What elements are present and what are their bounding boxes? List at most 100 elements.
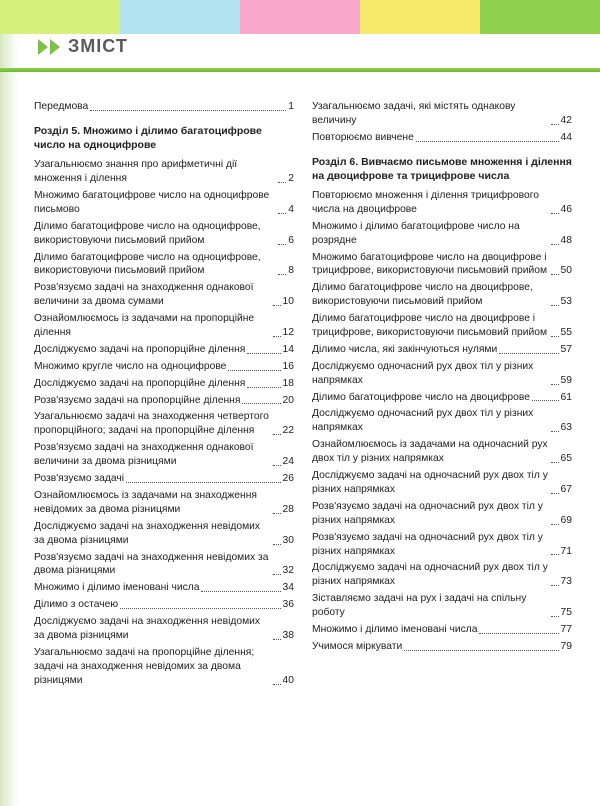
toc-leader-dots [532, 400, 559, 401]
toc-entry: Розв'язуємо задачі 26 [34, 472, 294, 486]
toc-entry: Множимо багатоцифрове число на одноцифро… [34, 189, 294, 217]
toc-leader-dots [278, 274, 286, 275]
toc-leader-dots [551, 554, 559, 555]
toc-leader-dots [201, 591, 280, 592]
toc-entry-label: Ознайомлюємось із задачами на знаходженн… [34, 489, 271, 517]
top-color-stripe [0, 0, 600, 34]
toc-entry: Ділимо з остачею36 [34, 598, 294, 612]
toc-leader-dots [551, 274, 559, 275]
toc-leader-dots [551, 336, 559, 337]
toc-leader-dots [228, 370, 280, 371]
toc-entry: Ознайомлюємось із задачами на одночасний… [312, 438, 572, 466]
toc-entry-label: Розв'язуємо задачі на одночасний рух дво… [312, 531, 549, 559]
toc-entry-label: Ділимо багатоцифрове число на двоцифрове… [312, 281, 549, 309]
toc-entry: Досліджуємо задачі на пропорційне діленн… [34, 377, 294, 391]
toc-leader-dots [278, 182, 286, 183]
toc-leader-dots [273, 434, 281, 435]
toc-entry: Ділимо багатоцифрове число на двоцифрове… [312, 281, 572, 309]
toc-right-column: Узагальнюємо задачі, які містять однаков… [312, 100, 572, 786]
toc-entry-page: 12 [283, 326, 294, 340]
toc-entry-label: Досліджуємо задачі на знаходження невідо… [34, 520, 271, 548]
toc-leader-dots [242, 403, 280, 404]
toc-entry-page: 57 [561, 343, 572, 357]
toc-entry-page: 65 [561, 452, 572, 466]
toc-entry-page: 18 [283, 377, 294, 391]
toc-entry: Ділимо багатоцифрове число на двоцифрове… [312, 391, 572, 405]
toc-entry: Ділимо багатоцифрове число на одноцифров… [34, 220, 294, 248]
toc-entry-label: Ділимо з остачею [34, 598, 118, 612]
toc-leader-dots [551, 462, 559, 463]
toc-entry: Множимо кругле число на одноцифрове 16 [34, 360, 294, 374]
toc-leader-dots [273, 544, 281, 545]
toc-entry: Повторюємо вивчене44 [312, 131, 572, 145]
toc-leader-dots [120, 608, 280, 609]
toc-entry-page: 32 [283, 564, 294, 578]
green-divider-bar [0, 68, 600, 72]
toc-entry: Передмова1 [34, 100, 294, 114]
toc-leader-dots [551, 524, 559, 525]
toc-entry-label: Множимо і ділимо іменовані числа [312, 623, 477, 637]
toc-entry-page: 79 [561, 640, 572, 654]
toc-entry-page: 4 [288, 203, 294, 217]
toc-entry-label: Множимо кругле число на одноцифрове [34, 360, 226, 374]
toc-entry-label: Розв'язуємо задачі на знаходження однако… [34, 281, 271, 309]
toc-entry-page: 53 [561, 295, 572, 309]
toc-entry-page: 67 [561, 483, 572, 497]
toc-entry-page: 55 [561, 326, 572, 340]
toc-leader-dots [126, 482, 280, 483]
toc-entry-label: Множимо багатоцифрове число на одноцифро… [34, 189, 276, 217]
toc-entry-label: Ознайомлюємось із задачами на одночасний… [312, 438, 549, 466]
toc-entry: Узагальнюємо задачі на знаходження четве… [34, 410, 294, 438]
toc-entry: Досліджуємо задачі на знаходження невідо… [34, 615, 294, 643]
toc-entry: Ділимо багатоцифрове число на двоцифрове… [312, 312, 572, 340]
toc-entry-page: 75 [561, 606, 572, 620]
toc-entry-page: 61 [561, 391, 572, 405]
stripe-2 [120, 0, 240, 34]
toc-leader-dots [551, 585, 559, 586]
toc-entry-label: Ділимо багатоцифрове число на одноцифров… [34, 251, 276, 279]
toc-entry-label: Ділимо числа, які закінчуються нулями [312, 343, 497, 357]
toc-entry: Зіставляємо задачі на рух і задачі на сп… [312, 592, 572, 620]
toc-entry-label: Узагальнюємо задачі, які містять однаков… [312, 100, 549, 128]
toc-entry-label: Розв'язуємо задачі [34, 472, 124, 486]
toc-entry: Ділимо числа, які закінчуються нулями 57 [312, 343, 572, 357]
toc-leader-dots [247, 353, 280, 354]
toc-entry: Учимося міркувати79 [312, 640, 572, 654]
toc-entry: Розв'язуємо задачі на одночасний рух дво… [312, 500, 572, 528]
toc-entry-page: 26 [283, 472, 294, 486]
toc-entry: Повторюємо множення і ділення трицифрово… [312, 189, 572, 217]
toc-leader-dots [273, 336, 281, 337]
toc-entry-page: 28 [283, 503, 294, 517]
toc-leader-dots [278, 213, 286, 214]
toc-entry-label: Повторюємо вивчене [312, 131, 414, 145]
toc-entry: Досліджуємо задачі на знаходження невідо… [34, 520, 294, 548]
toc-entry-label: Множимо і ділимо багатоцифрове число на … [312, 220, 549, 248]
toc-entry: Розв'язуємо задачі на знаходження невідо… [34, 551, 294, 579]
stripe-1 [0, 0, 120, 34]
toc-leader-dots [551, 305, 559, 306]
toc-entry-page: 59 [561, 374, 572, 388]
toc-entry-label: Передмова [34, 100, 88, 114]
toc-entry-page: 2 [288, 172, 294, 186]
toc-entry-label: Розв'язуємо задачі на пропорційне діленн… [34, 394, 240, 408]
toc-entry: Розв'язуємо задачі на одночасний рух дво… [312, 531, 572, 559]
stripe-4 [360, 0, 480, 34]
toc-entry-page: 16 [283, 360, 294, 374]
toc-entry: Досліджуємо одночасний рух двох тіл у рі… [312, 360, 572, 388]
toc-entry: Ознайомлюємось із задачами на знаходженн… [34, 489, 294, 517]
toc-leader-dots [278, 244, 286, 245]
toc-entry-page: 24 [283, 455, 294, 469]
toc-leader-dots [273, 574, 281, 575]
toc-leader-dots [273, 305, 281, 306]
toc-leader-dots [551, 213, 559, 214]
toc-leader-dots [551, 431, 559, 432]
toc-entry-label: Узагальнюємо задачі на пропорційне ділен… [34, 646, 271, 688]
toc-entry-label: Досліджуємо задачі на одночасний рух дво… [312, 469, 549, 497]
toc-entry-page: 20 [283, 394, 294, 408]
toc-leader-dots [273, 684, 281, 685]
toc-entry: Досліджуємо задачі на одночасний рух дво… [312, 469, 572, 497]
toc-section-heading: Розділ 6. Вивчаємо письмове множення і д… [312, 155, 572, 183]
toc-entry: Досліджуємо задачі на пропорційне діленн… [34, 343, 294, 357]
toc-entry: Узагальнюємо знання про арифметичні дії … [34, 158, 294, 186]
toc-entry: Множимо багатоцифрове число на двоцифров… [312, 251, 572, 279]
